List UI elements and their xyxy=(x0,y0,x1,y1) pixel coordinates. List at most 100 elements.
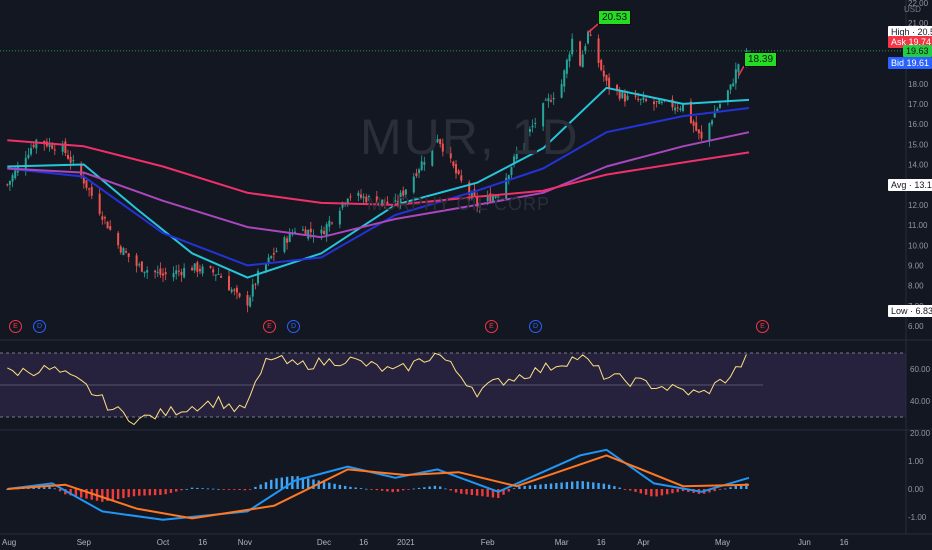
macd-histogram xyxy=(6,476,748,502)
macd-histogram-bar xyxy=(481,489,484,497)
candle-body xyxy=(235,287,238,293)
candle-body xyxy=(264,263,267,271)
macd-histogram-bar xyxy=(365,488,368,490)
candle-body xyxy=(24,157,27,169)
last-price-label: 19.63 xyxy=(903,45,932,57)
macd-histogram-bar xyxy=(328,482,331,489)
macd-histogram-bar xyxy=(555,483,558,489)
avg-label: Avg · 13.10 xyxy=(888,179,932,191)
price-axis-tick: 10.00 xyxy=(908,241,929,250)
candle-body xyxy=(320,229,323,234)
macd-histogram-bar xyxy=(222,489,225,490)
price-axis-tick: 6.00 xyxy=(908,322,924,331)
candle-body xyxy=(431,143,434,166)
macd-histogram-bar xyxy=(375,489,379,491)
macd-axis-tick: 1.00 xyxy=(908,457,924,466)
candle-body xyxy=(80,163,83,177)
macd-histogram-bar xyxy=(301,477,305,489)
candle-body xyxy=(175,270,178,274)
dividend-event-icon[interactable]: D xyxy=(33,320,46,333)
candle-body xyxy=(415,173,418,177)
candle-body xyxy=(14,170,17,179)
macd-histogram-bar xyxy=(211,488,215,490)
macd-histogram-bar xyxy=(491,489,495,498)
candle-body xyxy=(283,237,286,252)
macd-histogram-bar xyxy=(518,486,521,489)
macd-histogram-bar xyxy=(27,488,30,489)
macd-histogram-bar xyxy=(534,484,537,489)
macd-histogram-bar xyxy=(687,489,690,493)
candle-body xyxy=(254,283,257,285)
candle-body xyxy=(605,75,608,81)
macd-histogram-bar xyxy=(423,487,426,489)
candle-body xyxy=(288,231,291,242)
macd-histogram-bar xyxy=(254,486,257,489)
candle-body xyxy=(294,231,296,233)
time-axis-tick: 16 xyxy=(597,538,606,547)
candle-body xyxy=(246,295,249,306)
time-axis-tick: Feb xyxy=(481,538,495,547)
macd-histogram-bar xyxy=(523,485,526,489)
macd-histogram-bar xyxy=(359,488,363,489)
macd-histogram-bar xyxy=(243,489,247,491)
candle-body xyxy=(146,270,149,273)
macd-histogram-bar xyxy=(613,486,616,489)
macd-histogram-bar xyxy=(74,489,78,497)
candle-body xyxy=(230,289,233,292)
macd-histogram-bar xyxy=(190,487,194,489)
macd-signal-line xyxy=(7,454,750,520)
candle-body xyxy=(286,238,289,243)
earnings-event-icon[interactable]: E xyxy=(485,320,498,333)
candle-body xyxy=(72,160,75,162)
macd-histogram-bar xyxy=(402,489,405,491)
macd-histogram-bar xyxy=(644,489,648,495)
macd-histogram-bar xyxy=(449,489,452,491)
macd-histogram-bar xyxy=(528,485,532,489)
earnings-event-icon[interactable]: E xyxy=(756,320,769,333)
macd-histogram-bar xyxy=(280,477,284,489)
candle-body xyxy=(177,270,180,272)
macd-histogram-bar xyxy=(745,483,748,489)
candle-body xyxy=(584,46,587,52)
candle-body xyxy=(544,99,547,101)
macd-histogram-bar xyxy=(512,488,516,490)
price-axis-tick: 11.00 xyxy=(908,221,928,230)
candle-body xyxy=(103,217,106,219)
macd-histogram-bar xyxy=(428,486,431,489)
candle-body xyxy=(420,161,423,171)
candle-body xyxy=(470,192,473,199)
dividend-event-icon[interactable]: D xyxy=(529,320,542,333)
macd-histogram-bar xyxy=(391,489,394,493)
ma100-line xyxy=(7,131,750,239)
dividend-event-icon[interactable]: D xyxy=(287,320,300,333)
candle-body xyxy=(457,170,460,174)
earnings-event-icon[interactable]: E xyxy=(9,320,22,333)
macd-histogram-bar xyxy=(549,483,553,489)
candle-body xyxy=(550,100,553,102)
macd-histogram-bar xyxy=(539,484,542,489)
candle-body xyxy=(729,84,732,90)
candle-body xyxy=(233,289,236,291)
earnings-event-icon[interactable]: E xyxy=(263,320,276,333)
candle-body xyxy=(634,95,637,97)
macd-histogram-bar xyxy=(444,488,447,490)
candle-body xyxy=(689,101,692,123)
candle-body xyxy=(90,186,93,196)
candle-body xyxy=(547,98,550,102)
macd-histogram-bar xyxy=(507,489,511,492)
time-axis-tick: 16 xyxy=(198,538,207,547)
macd-histogram-bar xyxy=(79,489,83,498)
candle-body xyxy=(127,253,130,258)
price-axis-tick: 16.00 xyxy=(908,120,929,129)
macd-histogram-bar xyxy=(565,482,569,489)
macd-histogram-bar xyxy=(338,484,342,489)
macd-histogram-bar xyxy=(713,489,716,492)
candle-body xyxy=(597,38,600,63)
macd-histogram-bar xyxy=(718,489,722,490)
candle-body xyxy=(61,143,64,152)
candle-body xyxy=(69,156,72,163)
macd-histogram-bar xyxy=(597,483,600,489)
candle-body xyxy=(349,196,352,198)
currency-label: USD xyxy=(904,5,921,14)
